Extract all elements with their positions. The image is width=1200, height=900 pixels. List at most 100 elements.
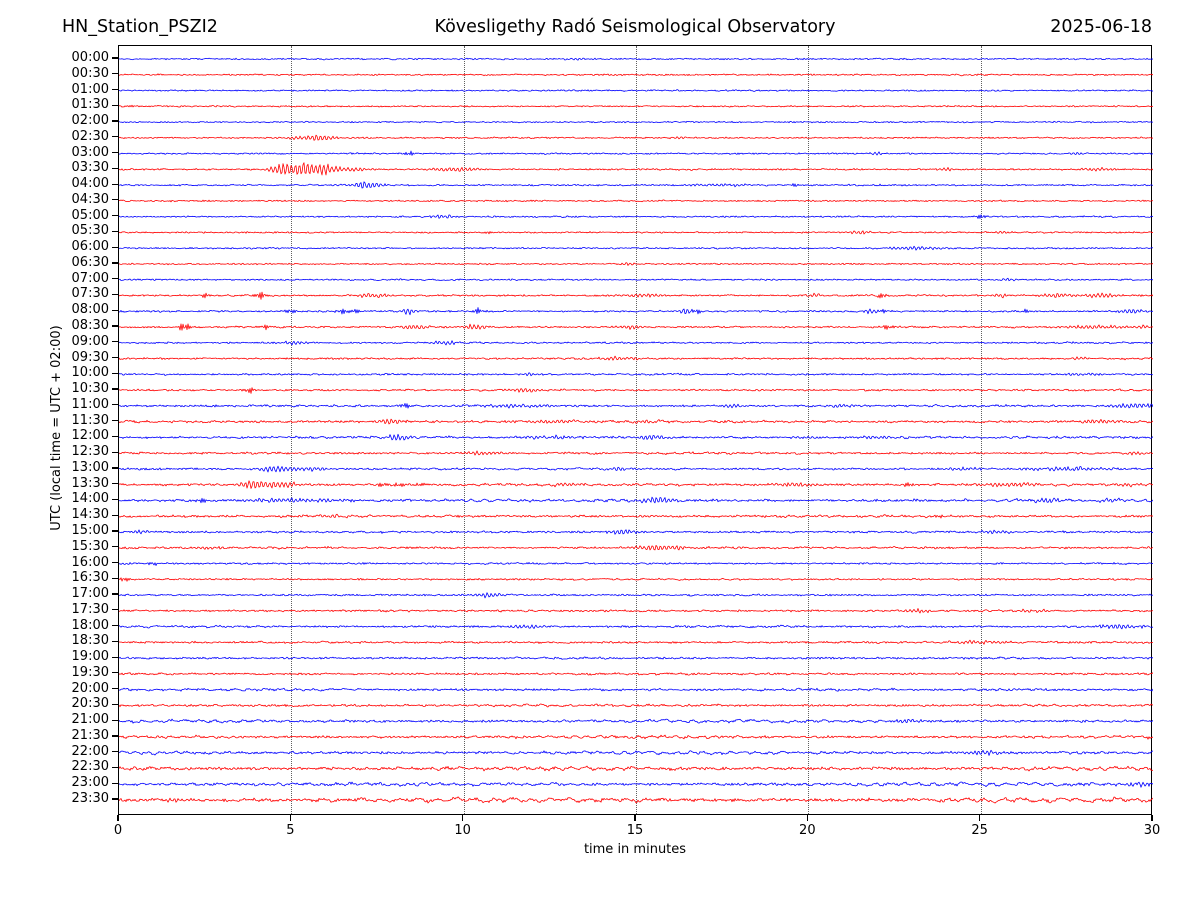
y-tick-label: 09:30	[71, 349, 109, 365]
y-tick-label: 22:30	[71, 759, 109, 775]
y-tick-label: 16:30	[71, 570, 109, 586]
x-tick-label: 10	[454, 823, 471, 838]
y-tick-mark	[112, 530, 118, 532]
y-tick-mark	[112, 798, 118, 800]
y-tick-label: 18:30	[71, 633, 109, 649]
y-tick-label: 18:00	[71, 617, 109, 633]
y-tick-label: 04:00	[71, 176, 109, 192]
y-tick-label: 21:30	[71, 727, 109, 743]
y-tick-label: 04:30	[71, 191, 109, 207]
y-tick-mark	[112, 766, 118, 769]
y-tick-label: 12:30	[71, 444, 109, 460]
y-tick-label: 05:00	[71, 207, 109, 223]
y-tick-mark	[112, 246, 118, 248]
seismogram-canvas	[119, 46, 1153, 816]
y-tick-mark	[112, 199, 118, 201]
y-tick-mark	[112, 688, 118, 690]
y-tick-label: 17:00	[71, 586, 109, 602]
y-tick-label: 03:00	[71, 144, 109, 160]
plot-area	[118, 45, 1153, 816]
y-tick-label: 14:30	[71, 507, 109, 523]
y-tick-mark	[112, 388, 118, 390]
y-tick-mark	[112, 435, 118, 437]
y-tick-label: 01:30	[71, 97, 109, 113]
y-tick-label: 00:30	[71, 65, 109, 81]
date-title: 2025-06-18	[1050, 17, 1152, 37]
y-tick-mark	[112, 356, 118, 359]
observatory-title: Kövesligethy Radó Seismological Observat…	[434, 17, 836, 37]
y-tick-label: 11:30	[71, 412, 109, 428]
y-tick-label: 06:00	[71, 239, 109, 255]
x-tick-label: 5	[286, 823, 295, 838]
y-tick-mark	[112, 325, 118, 327]
x-tick-label: 25	[971, 823, 988, 838]
y-tick-label: 02:00	[71, 113, 109, 129]
y-tick-mark	[112, 278, 118, 280]
y-tick-mark	[112, 514, 118, 516]
y-tick-mark	[112, 624, 118, 627]
x-tick-mark	[1151, 815, 1153, 821]
y-tick-mark	[112, 341, 118, 343]
y-tick-mark	[112, 293, 118, 296]
x-tick-mark	[634, 815, 636, 821]
y-tick-label: 05:30	[71, 223, 109, 239]
y-tick-mark	[112, 672, 118, 674]
y-tick-mark	[112, 151, 118, 154]
y-tick-mark	[112, 751, 118, 753]
y-tick-mark	[112, 593, 118, 595]
y-tick-mark	[112, 88, 118, 91]
y-tick-mark	[112, 656, 118, 658]
y-tick-mark	[112, 451, 118, 453]
x-tick-mark	[117, 815, 119, 821]
y-tick-label: 22:00	[71, 743, 109, 759]
y-tick-label: 01:00	[71, 81, 109, 97]
y-tick-label: 15:00	[71, 522, 109, 538]
y-tick-label: 07:30	[71, 286, 109, 302]
x-tick-mark	[806, 815, 808, 821]
y-tick-label: 20:00	[71, 680, 109, 696]
y-tick-mark	[112, 404, 118, 406]
y-tick-mark	[112, 57, 118, 59]
y-tick-label: 12:00	[71, 428, 109, 444]
y-tick-mark	[112, 167, 118, 169]
y-tick-label: 02:30	[71, 128, 109, 144]
y-tick-label: 00:00	[71, 50, 109, 65]
y-tick-label: 21:00	[71, 712, 109, 728]
y-tick-mark	[112, 120, 118, 122]
y-tick-mark	[112, 230, 118, 232]
y-tick-mark	[112, 719, 118, 721]
x-tick-mark	[462, 815, 464, 821]
y-tick-mark	[112, 561, 118, 564]
x-tick-mark	[979, 815, 981, 821]
y-tick-label: 10:00	[71, 365, 109, 381]
y-tick-label: 11:00	[71, 396, 109, 412]
y-tick-label: 08:00	[71, 302, 109, 318]
y-tick-mark	[112, 136, 118, 138]
x-tick-label: 0	[113, 823, 123, 838]
y-tick-mark	[112, 483, 118, 485]
y-tick-mark	[112, 183, 118, 185]
y-tick-mark	[112, 215, 118, 217]
y-tick-label: 06:30	[71, 254, 109, 270]
y-tick-label: 16:00	[71, 554, 109, 570]
y-tick-mark	[112, 262, 118, 264]
y-tick-mark	[112, 498, 118, 501]
y-tick-mark	[112, 372, 118, 374]
y-tick-label: 19:00	[71, 649, 109, 665]
y-tick-mark	[112, 609, 118, 611]
x-tick-label: 15	[626, 823, 644, 838]
y-tick-label: 08:30	[71, 318, 109, 334]
y-tick-mark	[112, 73, 118, 75]
y-tick-label: 15:30	[71, 538, 109, 554]
y-tick-label: 03:30	[71, 160, 109, 176]
y-tick-mark	[112, 640, 118, 642]
y-tick-label: 13:00	[71, 459, 109, 475]
y-tick-label: 10:30	[71, 381, 109, 397]
station-title: HN_Station_PSZI2	[62, 17, 218, 37]
y-tick-mark	[112, 467, 118, 469]
y-tick-label: 20:30	[71, 696, 109, 712]
y-tick-label: 09:00	[71, 333, 109, 349]
x-tick-mark	[289, 815, 291, 821]
y-tick-mark	[112, 735, 118, 737]
